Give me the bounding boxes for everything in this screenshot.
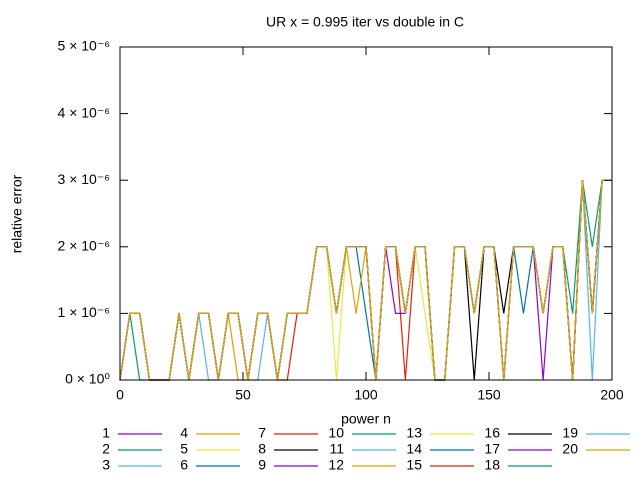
legend-label: 5 <box>180 441 188 457</box>
legend-label: 19 <box>562 425 578 441</box>
chart-title: UR x = 0.995 iter vs double in C <box>266 14 464 30</box>
x-tick-label: 150 <box>477 387 501 403</box>
x-tick-label: 50 <box>235 387 251 403</box>
y-axis-label: relative error <box>9 174 25 253</box>
legend-label: 18 <box>484 457 500 473</box>
legend-label: 6 <box>180 457 188 473</box>
y-tick-label: 3 × 10⁻⁶ <box>58 171 110 187</box>
y-tick-label: 5 × 10⁻⁶ <box>58 38 110 54</box>
plot-area <box>119 179 612 381</box>
legend-label: 12 <box>328 457 344 473</box>
legend-label: 2 <box>102 441 110 457</box>
y-tick-label: 0 × 10⁰ <box>65 371 110 387</box>
x-axis-label: power n <box>341 411 391 427</box>
legend-label: 14 <box>406 441 422 457</box>
legend-label: 11 <box>329 441 344 457</box>
legend-label: 9 <box>258 457 266 473</box>
x-tick-label: 0 <box>116 387 124 403</box>
plot-border <box>119 46 613 381</box>
legend-label: 10 <box>328 425 344 441</box>
series-line <box>119 179 612 381</box>
legend-label: 1 <box>102 425 110 441</box>
legend-label: 3 <box>102 457 110 473</box>
x-tick-label: 100 <box>354 387 378 403</box>
legend-label: 17 <box>484 441 500 457</box>
y-tick-label: 4 × 10⁻⁶ <box>58 104 110 120</box>
x-tick-label: 200 <box>600 387 624 403</box>
legend-label: 8 <box>258 441 266 457</box>
legend-label: 4 <box>180 425 188 441</box>
legend-label: 15 <box>406 457 422 473</box>
legend-label: 7 <box>258 425 266 441</box>
legend-label: 16 <box>484 425 500 441</box>
legend-label: 13 <box>406 425 422 441</box>
legend-label: 20 <box>562 441 578 457</box>
y-tick-label: 1 × 10⁻⁶ <box>58 304 110 320</box>
y-tick-label: 2 × 10⁻⁶ <box>58 238 110 254</box>
